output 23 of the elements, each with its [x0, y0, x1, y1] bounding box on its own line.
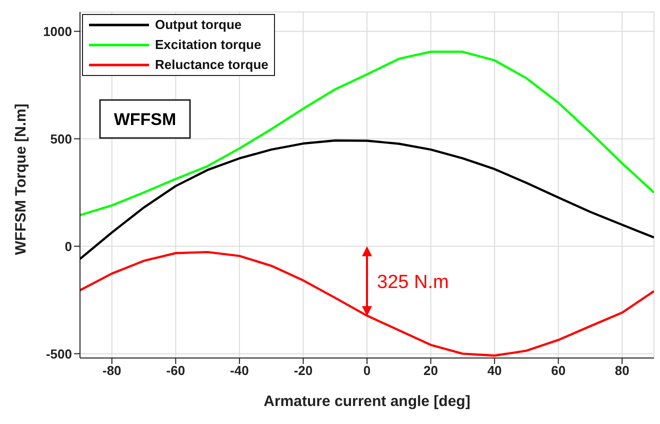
x-tick-label: -80 — [102, 363, 122, 378]
annotation: WFFSM — [114, 110, 176, 129]
line-series — [80, 139, 654, 260]
annotation: 325 N.m — [377, 272, 449, 294]
y-tick-label: 0 — [64, 238, 72, 254]
legend-label: Output torque — [155, 17, 242, 33]
x-tick-label: -20 — [294, 363, 313, 378]
x-tick-label: 60 — [551, 363, 566, 378]
x-tick-label: 20 — [424, 363, 438, 378]
y-tick-label: -500 — [46, 346, 72, 362]
x-tick-label: -60 — [166, 363, 186, 378]
legend-label: Reluctance torque — [155, 57, 268, 73]
legend-label: Excitation torque — [155, 37, 262, 53]
x-tick-label: 40 — [487, 363, 502, 378]
label-box: WFFSM — [99, 99, 191, 139]
x-tick-label: 80 — [614, 363, 630, 378]
x-tick-label: -40 — [230, 363, 249, 378]
x-axis-title: Armature current angle [deg] — [264, 393, 470, 410]
y-tick-label: 1000 — [43, 24, 72, 39]
line-series — [80, 50, 654, 216]
y-tick-label: 500 — [50, 131, 72, 146]
x-tick-label: 0 — [363, 363, 371, 378]
y-axis-title: WFFSM Torque [N.m] — [12, 104, 30, 255]
